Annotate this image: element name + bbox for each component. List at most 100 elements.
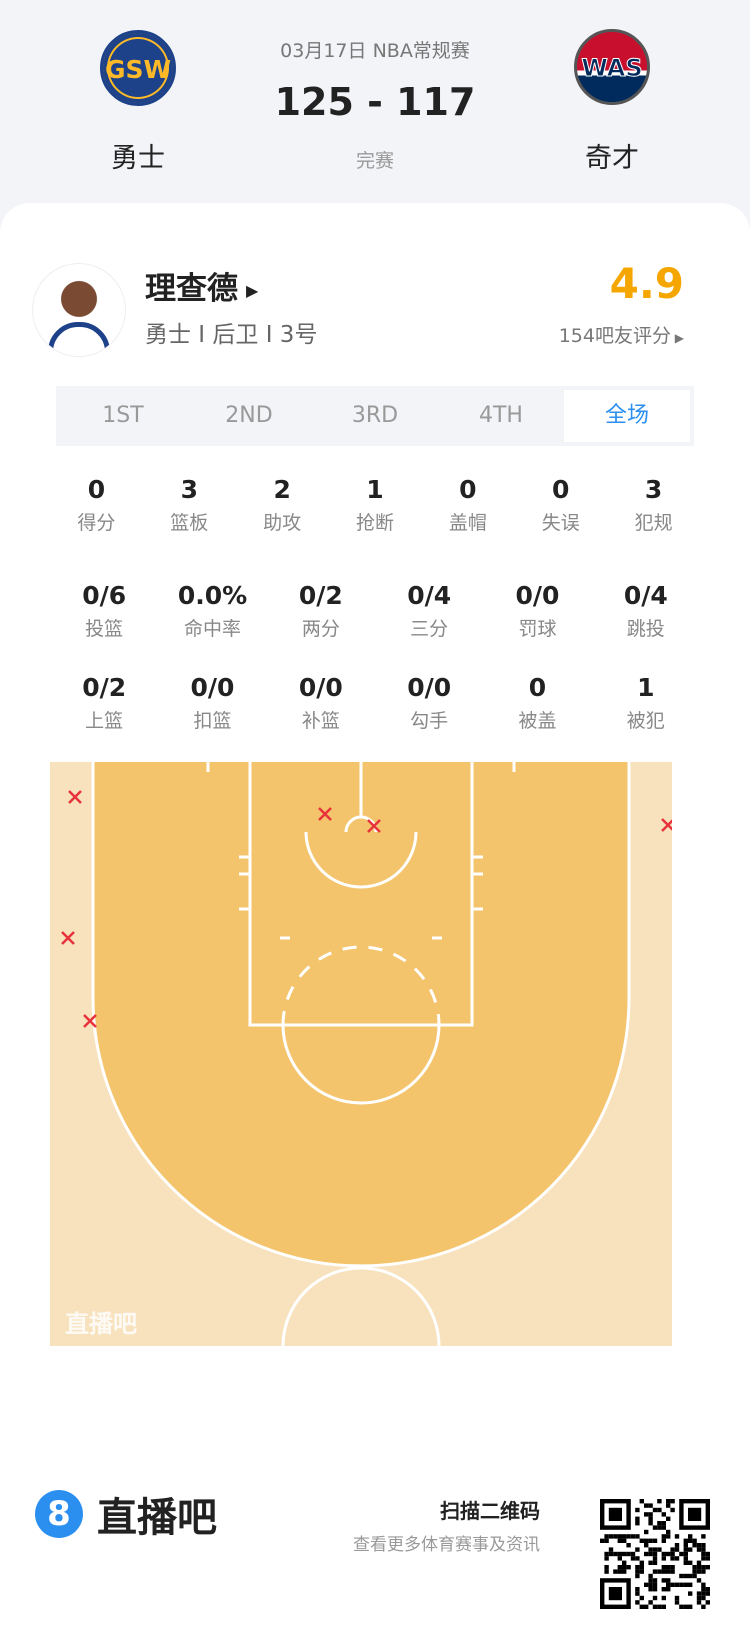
three-point-area [93, 762, 629, 1266]
three-point-line [91, 762, 631, 1268]
away-team-name: 奇才 [585, 143, 639, 174]
stat-label: 三分 [410, 618, 449, 640]
stat-label: 上篮 [85, 710, 124, 732]
brand-name: 直播吧 [97, 1495, 217, 1541]
stat-cell: 0 失误 [514, 475, 607, 535]
missed-shot-marker [68, 790, 82, 804]
stat-cell: 0/2 上篮 [50, 673, 158, 733]
player-avatar[interactable] [32, 263, 126, 357]
caret-right-icon: ▶ [670, 331, 684, 345]
stat-value: 0.0% [177, 581, 248, 610]
scan-title: 扫描二维码 [440, 1499, 540, 1523]
free-throw-circle-dashed [281, 945, 441, 1026]
match-header: GSW 勇士 03月17日 NBA常规赛 125 - 117 完赛 WAS 奇才 [0, 0, 750, 205]
stat-value: 0/6 [82, 581, 127, 610]
stat-label: 两分 [301, 618, 340, 640]
stat-value: 0/2 [298, 581, 343, 610]
player-info: 勇士 I 后卫 I 3号 [145, 322, 318, 348]
stat-cell: 0/6 投篮 [50, 581, 158, 641]
brand-logo: 8 直播吧 [35, 1485, 217, 1543]
stat-cell: 0/0 补篮 [267, 673, 375, 733]
home-team-logo[interactable]: GSW [100, 30, 176, 106]
rating-link[interactable]: 154吧友评分 ▶ [558, 325, 684, 347]
stats-row-basic: 0 得分 3 篮板 2 助攻 1 抢断 0 盖帽 0 失误 3 犯规 [50, 475, 700, 535]
stat-cell: 0/4 跳投 [592, 581, 700, 641]
stat-label: 跳投 [626, 618, 665, 640]
shot-chart: 直播吧 [50, 762, 672, 1346]
stat-cell: 0 被盖 [483, 673, 591, 733]
stat-value: 0/4 [407, 581, 452, 610]
away-team-logo[interactable]: WAS [574, 29, 650, 105]
stat-value: 3 [644, 475, 663, 504]
scan-subtitle: 查看更多体育赛事及资讯 [353, 1535, 540, 1555]
brand-icon: 8 [35, 1490, 83, 1538]
stat-cell: 0.0% 命中率 [158, 581, 266, 641]
missed-shot-marker [61, 931, 75, 945]
caret-right-icon: ▶ [246, 281, 259, 300]
stat-value: 0 [87, 475, 106, 504]
tab-1st[interactable]: 1ST [102, 403, 144, 428]
restricted-area [304, 831, 418, 889]
key-lane [248, 762, 474, 1027]
stat-label: 补篮 [301, 710, 340, 732]
center-circle [281, 1266, 441, 1346]
stat-value: 0/0 [515, 581, 560, 610]
match-date-league: 03月17日 NBA常规赛 [280, 40, 470, 62]
player-card: 理查德 ▶ 勇士 I 后卫 I 3号 4.9 154吧友评分 ▶ 1ST 2ND 3R… [0, 203, 750, 1629]
stat-label: 失误 [541, 512, 580, 534]
stat-label: 罚球 [518, 618, 557, 640]
shot-markers [61, 790, 672, 1028]
missed-shot-marker [318, 807, 332, 821]
stat-label: 篮板 [170, 512, 209, 534]
stat-cell: 0/2 两分 [267, 581, 375, 641]
player-rating: 4.9 [609, 259, 684, 308]
stat-label: 得分 [77, 512, 116, 534]
free-throw-circle-solid [281, 1024, 441, 1105]
stat-cell: 0/0 扣篮 [158, 673, 266, 733]
missed-shot-marker [367, 819, 381, 833]
stat-value: 0/2 [82, 673, 127, 702]
stat-cell: 0 盖帽 [421, 475, 514, 535]
tab-3rd[interactable]: 3RD [351, 403, 399, 428]
period-tabs: 1ST 2ND 3RD 4TH 全场 [56, 386, 694, 446]
stats-row-shot-types: 0/2 上篮 0/0 扣篮 0/0 补篮 0/0 勾手 0 被盖 1 被犯 [50, 673, 700, 733]
stat-cell: 0/0 勾手 [375, 673, 483, 733]
stat-label: 扣篮 [193, 710, 232, 732]
stat-cell: 0/0 罚球 [483, 581, 591, 641]
stat-label: 犯规 [634, 512, 673, 534]
stat-label: 被盖 [518, 710, 557, 732]
match-score: 125 - 117 [274, 80, 476, 124]
stat-label: 勾手 [410, 710, 449, 732]
stat-value: 0 [528, 673, 547, 702]
scan-prompt: 扫描二维码 查看更多体育赛事及资讯 [353, 1495, 540, 1555]
stat-cell: 2 助攻 [236, 475, 329, 535]
match-status: 完赛 [355, 150, 394, 172]
tab-4th[interactable]: 4TH [479, 403, 523, 428]
stat-label: 盖帽 [448, 512, 487, 534]
stat-value: 1 [637, 673, 655, 702]
stat-value: 0/0 [407, 673, 452, 702]
stat-value: 0 [459, 475, 477, 504]
tab-全场[interactable]: 全场 [564, 390, 690, 442]
stat-label: 助攻 [263, 512, 302, 534]
stat-cell: 3 篮板 [143, 475, 236, 535]
tab-2nd[interactable]: 2ND [225, 403, 273, 428]
home-team-name: 勇士 [111, 143, 165, 174]
stat-label: 投篮 [85, 618, 124, 640]
stat-cell: 3 犯规 [607, 475, 700, 535]
player-name-link[interactable]: 理查德 ▶ [145, 271, 259, 307]
stat-value: 0/0 [190, 673, 235, 702]
qr-code[interactable] [600, 1498, 710, 1610]
stat-value: 0 [552, 475, 570, 504]
stat-value: 3 [180, 475, 198, 504]
missed-shot-marker [661, 818, 672, 832]
stat-cell: 1 抢断 [329, 475, 422, 535]
stats-row-shooting: 0/6 投篮 0.0% 命中率 0/2 两分 0/4 三分 0/0 罚球 0/4 跳投 [50, 581, 700, 641]
stat-value: 2 [273, 475, 291, 504]
stat-cell: 0 得分 [50, 475, 143, 535]
stat-value: 0/0 [298, 673, 343, 702]
stat-value: 0/4 [623, 581, 668, 610]
stat-cell: 0/4 三分 [375, 581, 483, 641]
stat-value: 1 [366, 475, 384, 504]
stat-label: 被犯 [626, 710, 665, 732]
